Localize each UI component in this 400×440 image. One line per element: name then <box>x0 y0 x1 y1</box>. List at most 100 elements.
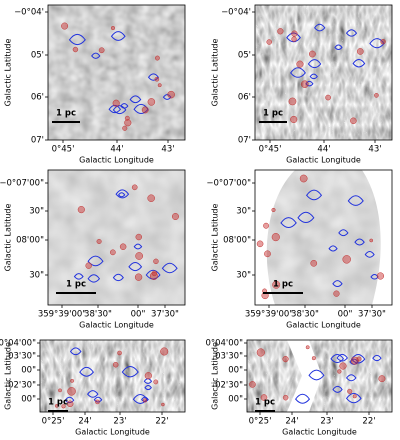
source <box>61 22 69 30</box>
contour <box>309 73 318 80</box>
contour <box>133 243 143 250</box>
contour <box>121 366 139 378</box>
source <box>260 394 268 401</box>
source <box>70 378 75 383</box>
contour <box>68 33 86 46</box>
source <box>249 381 256 388</box>
x-axis-label: Galactic Longitude <box>79 156 154 165</box>
source <box>141 106 149 114</box>
source <box>356 48 364 55</box>
x-tick-label: 0°25' <box>249 417 272 427</box>
x-tick-label: 00" <box>338 310 353 320</box>
x-tick-label: 44' <box>317 145 330 155</box>
contour <box>332 385 343 393</box>
source <box>112 99 120 107</box>
contour <box>87 255 104 267</box>
y-tick-label: −0°04' <box>221 8 251 18</box>
contour <box>73 273 84 280</box>
contour <box>147 73 159 81</box>
y-tick-label: 02'30" <box>8 381 36 391</box>
source <box>124 119 132 127</box>
y-tick-label: 06' <box>31 93 44 103</box>
source <box>124 115 130 121</box>
contour <box>354 238 365 246</box>
contour <box>117 192 126 198</box>
frame <box>254 4 393 141</box>
contour <box>110 31 126 41</box>
contour <box>129 95 142 104</box>
source <box>256 240 264 248</box>
frame <box>254 169 393 306</box>
source <box>151 270 158 277</box>
source <box>122 125 128 131</box>
source <box>72 46 79 53</box>
x-tick-label: 22' <box>155 417 168 427</box>
source <box>380 39 386 45</box>
source <box>161 402 165 407</box>
contour <box>308 369 325 381</box>
sky-image <box>48 5 185 140</box>
source <box>112 361 119 368</box>
source <box>147 98 156 106</box>
scale-bar-label: 1 pc <box>48 398 68 408</box>
x-tick-label: 38'30" <box>291 310 319 320</box>
source <box>61 404 66 409</box>
source <box>337 369 342 374</box>
source <box>157 83 162 88</box>
x-tick-label: 38'30" <box>84 310 112 320</box>
contour <box>297 211 315 223</box>
x-tick-label: 24' <box>285 417 298 427</box>
source <box>291 36 297 42</box>
contour <box>338 229 349 237</box>
y-axis-label: Galactic Latitude <box>4 39 13 107</box>
y-axis-label: Galactic Latitude <box>4 204 13 272</box>
source <box>271 207 276 213</box>
source <box>272 280 281 289</box>
source <box>339 362 347 370</box>
source <box>290 115 298 124</box>
contour <box>295 393 311 404</box>
source <box>342 255 351 264</box>
source <box>277 28 284 35</box>
source <box>147 194 155 202</box>
source <box>58 388 62 393</box>
contour <box>370 273 379 280</box>
y-tick-label: −0°07'00" <box>206 179 251 189</box>
frame <box>246 339 393 413</box>
source <box>311 356 316 361</box>
y-tick-label: 0°04'00" <box>0 339 36 349</box>
source <box>67 387 76 396</box>
contour <box>352 58 366 68</box>
source <box>66 400 74 408</box>
y-tick-label: 00" <box>228 366 243 376</box>
source <box>135 233 142 241</box>
source <box>271 233 280 242</box>
contour <box>336 353 349 362</box>
panel: −0°04' 05' 06' 07' 0°45' 44' 43' Galactic Longi… <box>211 4 393 165</box>
x-axis-label: Galactic Longitude <box>286 321 361 330</box>
y-tick-label: 08'00" <box>16 236 44 246</box>
source <box>310 259 318 267</box>
contour <box>64 396 75 404</box>
mask <box>255 170 392 305</box>
source <box>309 50 316 58</box>
x-axis-label: Galactic Longitude <box>282 428 357 437</box>
contour <box>141 396 149 402</box>
x-axis-label: Galactic Longitude <box>286 156 361 165</box>
source <box>350 117 357 125</box>
y-tick-label: 05' <box>238 51 251 61</box>
source <box>282 356 289 363</box>
contour <box>115 189 130 199</box>
y-tick-label: 02'30" <box>215 381 243 391</box>
contour <box>133 103 149 114</box>
contour <box>345 29 358 37</box>
x-tick-label: 23' <box>320 417 333 427</box>
source <box>288 97 297 106</box>
contour <box>69 347 82 356</box>
x-tick-label: 0°25' <box>42 417 65 427</box>
x-tick-label: 43' <box>161 145 174 155</box>
contour <box>313 23 326 32</box>
source <box>54 404 59 408</box>
contour <box>307 59 322 69</box>
